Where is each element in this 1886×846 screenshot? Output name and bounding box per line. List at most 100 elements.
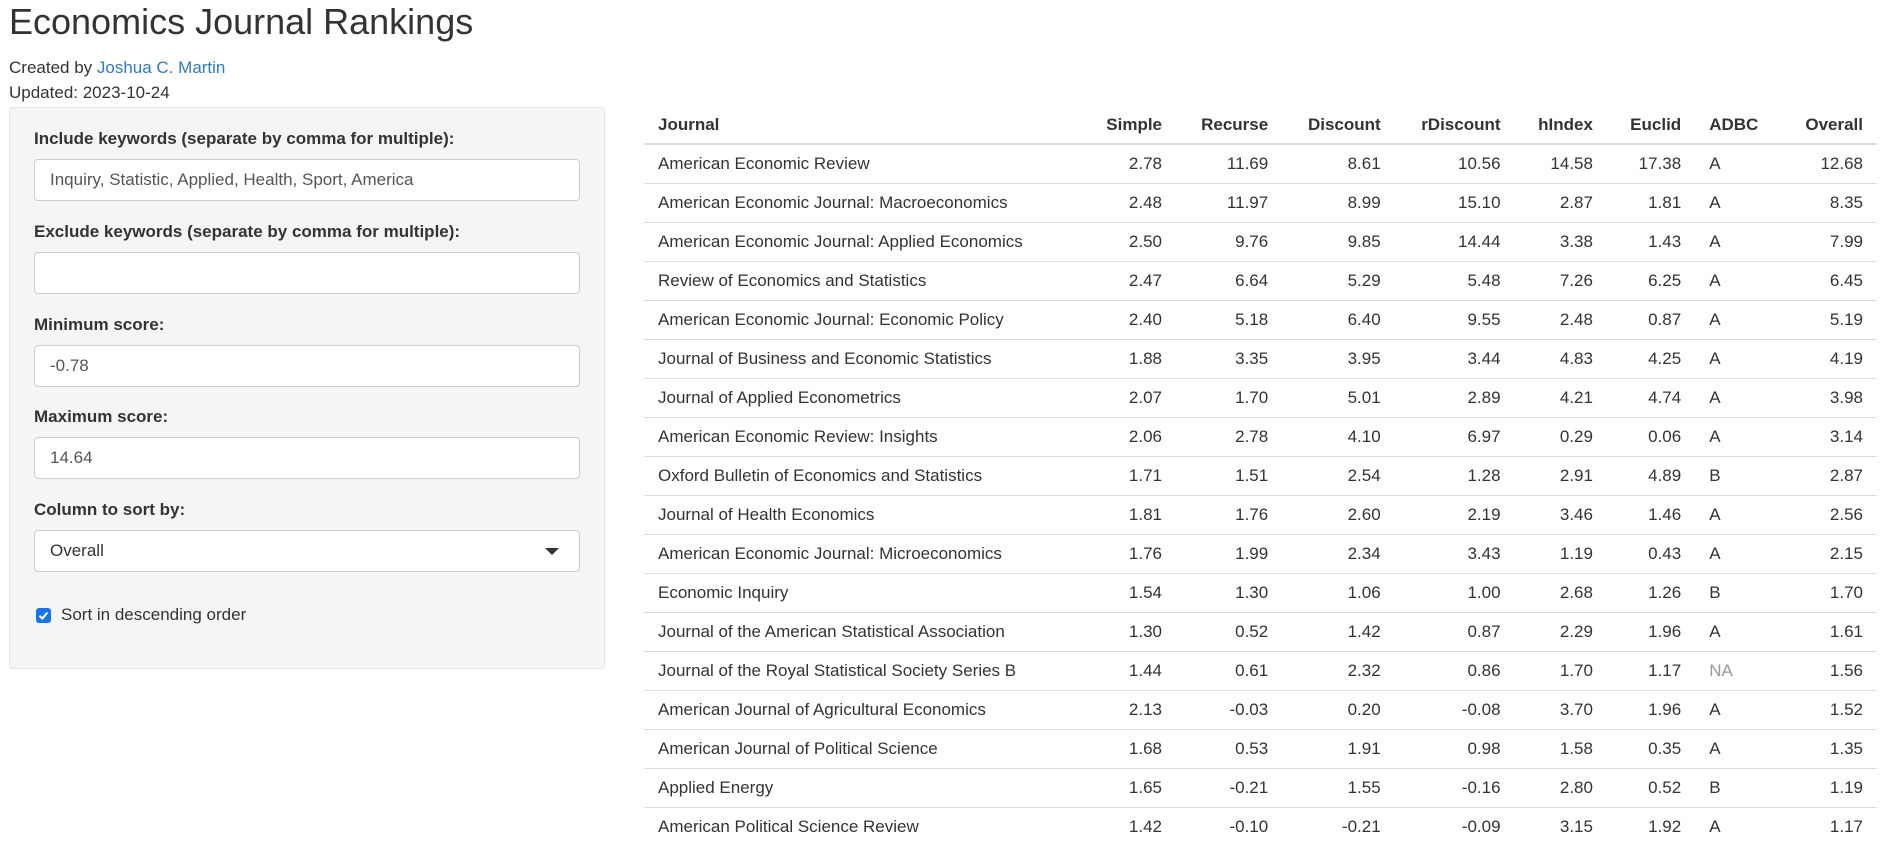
table-row: Journal of the Royal Statistical Society…	[644, 652, 1877, 691]
cell-euclid: 1.96	[1607, 613, 1695, 652]
cell-journal: American Economic Journal: Economic Poli…	[644, 301, 1083, 340]
cell-hindex: 2.87	[1515, 184, 1607, 223]
cell-rdiscount: 0.86	[1395, 652, 1515, 691]
cell-rdiscount: 0.98	[1395, 730, 1515, 769]
cell-hindex: 0.29	[1515, 418, 1607, 457]
include-keywords-group: Include keywords (separate by comma for …	[34, 128, 580, 201]
cell-euclid: 4.89	[1607, 457, 1695, 496]
cell-euclid: 0.35	[1607, 730, 1695, 769]
cell-overall: 1.17	[1781, 808, 1877, 846]
cell-rdiscount: 2.19	[1395, 496, 1515, 535]
cell-simple: 1.44	[1083, 652, 1177, 691]
cell-hindex: 4.21	[1515, 379, 1607, 418]
cell-discount: 1.06	[1282, 574, 1394, 613]
column-header-discount: Discount	[1282, 107, 1394, 144]
cell-adbc: A	[1695, 496, 1781, 535]
cell-recurse: -0.10	[1176, 808, 1282, 846]
cell-adbc: A	[1695, 301, 1781, 340]
cell-overall: 12.68	[1781, 144, 1877, 184]
cell-journal: American Economic Review	[644, 144, 1083, 184]
cell-rdiscount: 3.43	[1395, 535, 1515, 574]
cell-hindex: 2.91	[1515, 457, 1607, 496]
created-by: Created by Joshua C. Martin	[9, 57, 225, 79]
cell-discount: 6.40	[1282, 301, 1394, 340]
author-link[interactable]: Joshua C. Martin	[97, 58, 226, 77]
cell-recurse: 3.35	[1176, 340, 1282, 379]
updated-date: Updated: 2023-10-24	[9, 82, 170, 104]
sort-column-select[interactable]: Overall	[34, 530, 580, 572]
cell-overall: 2.87	[1781, 457, 1877, 496]
cell-discount: 9.85	[1282, 223, 1394, 262]
cell-journal: American Economic Journal: Microeconomic…	[644, 535, 1083, 574]
page-title: Economics Journal Rankings	[9, 0, 473, 44]
maximum-score-input[interactable]	[34, 437, 580, 479]
table-row: American Economic Journal: Economic Poli…	[644, 301, 1877, 340]
cell-discount: 5.29	[1282, 262, 1394, 301]
descending-checkbox[interactable]	[36, 608, 51, 623]
cell-adbc: A	[1695, 730, 1781, 769]
cell-discount: 3.95	[1282, 340, 1394, 379]
column-header-simple: Simple	[1083, 107, 1177, 144]
cell-hindex: 2.68	[1515, 574, 1607, 613]
cell-recurse: 0.53	[1176, 730, 1282, 769]
cell-rdiscount: 14.44	[1395, 223, 1515, 262]
cell-euclid: 0.87	[1607, 301, 1695, 340]
cell-recurse: 1.99	[1176, 535, 1282, 574]
cell-discount: 1.55	[1282, 769, 1394, 808]
cell-adbc: B	[1695, 574, 1781, 613]
cell-recurse: 1.76	[1176, 496, 1282, 535]
cell-recurse: 9.76	[1176, 223, 1282, 262]
minimum-score-input[interactable]	[34, 345, 580, 387]
cell-journal: Journal of Applied Econometrics	[644, 379, 1083, 418]
cell-rdiscount: 2.89	[1395, 379, 1515, 418]
cell-rdiscount: -0.08	[1395, 691, 1515, 730]
cell-euclid: 1.92	[1607, 808, 1695, 846]
cell-simple: 2.78	[1083, 144, 1177, 184]
cell-recurse: 2.78	[1176, 418, 1282, 457]
cell-overall: 1.61	[1781, 613, 1877, 652]
cell-discount: 1.42	[1282, 613, 1394, 652]
cell-rdiscount: 15.10	[1395, 184, 1515, 223]
created-prefix: Created by	[9, 58, 97, 77]
cell-discount: 2.34	[1282, 535, 1394, 574]
cell-adbc: A	[1695, 808, 1781, 846]
cell-recurse: 11.69	[1176, 144, 1282, 184]
cell-hindex: 2.48	[1515, 301, 1607, 340]
cell-discount: 1.91	[1282, 730, 1394, 769]
cell-journal: American Economic Review: Insights	[644, 418, 1083, 457]
cell-euclid: 0.43	[1607, 535, 1695, 574]
cell-discount: 8.99	[1282, 184, 1394, 223]
exclude-keywords-input[interactable]	[34, 252, 580, 294]
cell-discount: 0.20	[1282, 691, 1394, 730]
cell-euclid: 1.26	[1607, 574, 1695, 613]
include-keywords-input[interactable]	[34, 159, 580, 201]
cell-simple: 1.76	[1083, 535, 1177, 574]
cell-discount: 4.10	[1282, 418, 1394, 457]
cell-euclid: 1.96	[1607, 691, 1695, 730]
cell-simple: 2.40	[1083, 301, 1177, 340]
column-header-hindex: hIndex	[1515, 107, 1607, 144]
cell-recurse: 5.18	[1176, 301, 1282, 340]
sort-column-group: Column to sort by: Overall	[34, 499, 580, 572]
cell-journal: Review of Economics and Statistics	[644, 262, 1083, 301]
column-header-rdiscount: rDiscount	[1395, 107, 1515, 144]
cell-simple: 1.88	[1083, 340, 1177, 379]
table-row: American Economic Journal: Microeconomic…	[644, 535, 1877, 574]
cell-overall: 1.19	[1781, 769, 1877, 808]
table-row: American Journal of Agricultural Economi…	[644, 691, 1877, 730]
cell-adbc: A	[1695, 184, 1781, 223]
cell-euclid: 0.52	[1607, 769, 1695, 808]
cell-euclid: 1.43	[1607, 223, 1695, 262]
cell-simple: 1.68	[1083, 730, 1177, 769]
cell-adbc: A	[1695, 262, 1781, 301]
cell-journal: Applied Energy	[644, 769, 1083, 808]
maximum-score-group: Maximum score:	[34, 406, 580, 479]
cell-adbc: B	[1695, 457, 1781, 496]
cell-overall: 3.98	[1781, 379, 1877, 418]
cell-adbc: A	[1695, 691, 1781, 730]
cell-simple: 2.48	[1083, 184, 1177, 223]
cell-rdiscount: 5.48	[1395, 262, 1515, 301]
